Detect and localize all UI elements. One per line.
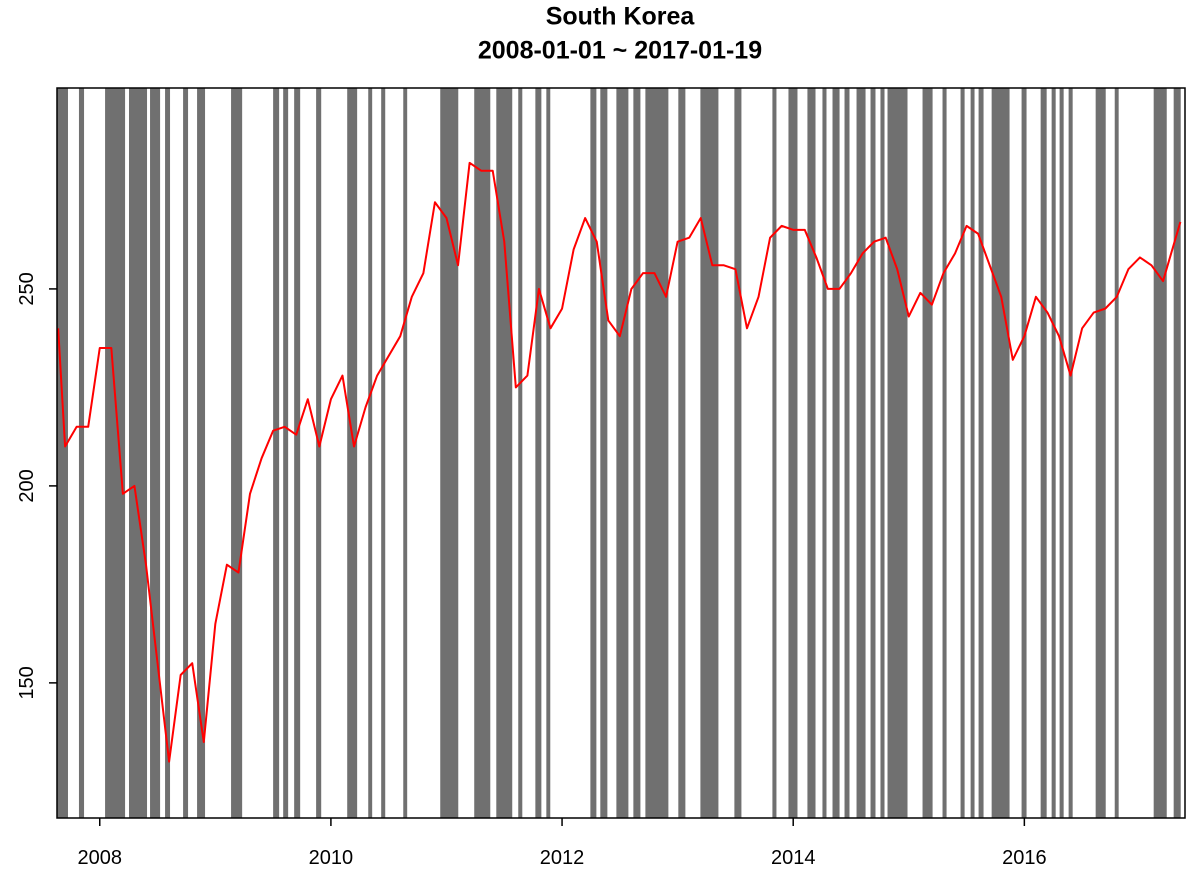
shaded-period — [1068, 88, 1073, 818]
shaded-period — [807, 88, 816, 818]
shaded-period — [1173, 88, 1181, 818]
shaded-period — [633, 88, 641, 818]
shaded-period — [970, 88, 975, 818]
shaded-period — [535, 88, 542, 818]
shaded-period — [316, 88, 322, 818]
x-tick-label: 2016 — [1002, 847, 1047, 869]
line — [57, 161, 1182, 763]
shaded-period — [991, 88, 1010, 818]
shaded-period — [294, 88, 301, 818]
shaded-period — [922, 88, 933, 818]
shaded-period — [273, 88, 280, 818]
shaded-period — [590, 88, 597, 818]
chart-subtitle: 2008-01-01 ~ 2017-01-19 — [478, 37, 762, 65]
shaded-period — [870, 88, 876, 818]
chart-title: South Korea — [546, 3, 696, 31]
x-tick-label: 2010 — [309, 847, 354, 869]
shaded-period — [403, 88, 408, 818]
shaded-period — [183, 88, 189, 818]
shaded-period — [772, 88, 777, 818]
shaded-period — [1153, 88, 1167, 818]
shaded-period — [105, 88, 126, 818]
shaded-period — [1051, 88, 1056, 818]
shaded-period — [347, 88, 358, 818]
shaded-period — [822, 88, 827, 818]
shaded-period — [1021, 88, 1027, 818]
shaded-period — [678, 88, 686, 818]
shaded-period — [546, 88, 551, 818]
shaded-period — [616, 88, 629, 818]
plot-frame — [56, 87, 1186, 819]
shaded-period — [645, 88, 669, 818]
shaded-period — [700, 88, 719, 818]
shaded-period — [942, 88, 947, 818]
shaded-period — [1114, 88, 1119, 818]
shaded-period — [788, 88, 798, 818]
shaded-period — [368, 88, 373, 818]
shaded-period — [978, 88, 984, 818]
shaded-period — [887, 88, 908, 818]
shaded-period — [832, 88, 840, 818]
shaded-period — [231, 88, 243, 818]
shaded-period — [381, 88, 386, 818]
shaded-period — [1040, 88, 1047, 818]
shaded-period — [496, 88, 513, 818]
x-tick-label: 2008 — [78, 847, 123, 869]
shaded-period — [283, 88, 289, 818]
y-tick-label: 200 — [16, 469, 38, 502]
shaded-period — [1059, 88, 1064, 818]
y-tick-label: 150 — [16, 666, 38, 699]
shaded-period — [960, 88, 965, 818]
shaded-period — [150, 88, 161, 818]
x-tick-label: 2014 — [771, 847, 816, 869]
shaded-period — [57, 88, 68, 818]
shaded-period — [518, 88, 523, 818]
shaded-period — [880, 88, 885, 818]
shaded-period — [600, 88, 608, 818]
shaded-period — [474, 88, 491, 818]
shaded-period — [844, 88, 850, 818]
shaded-period — [440, 88, 459, 818]
x-tick-label: 2012 — [540, 847, 585, 869]
shaded-period — [78, 88, 85, 818]
y-tick-label: 250 — [16, 272, 38, 305]
shaded-period — [734, 88, 742, 818]
shaded-period — [856, 88, 866, 818]
shaded-period — [129, 88, 148, 818]
shaded-period — [1095, 88, 1106, 818]
shaded-period — [197, 88, 206, 818]
shaded-period — [165, 88, 171, 818]
